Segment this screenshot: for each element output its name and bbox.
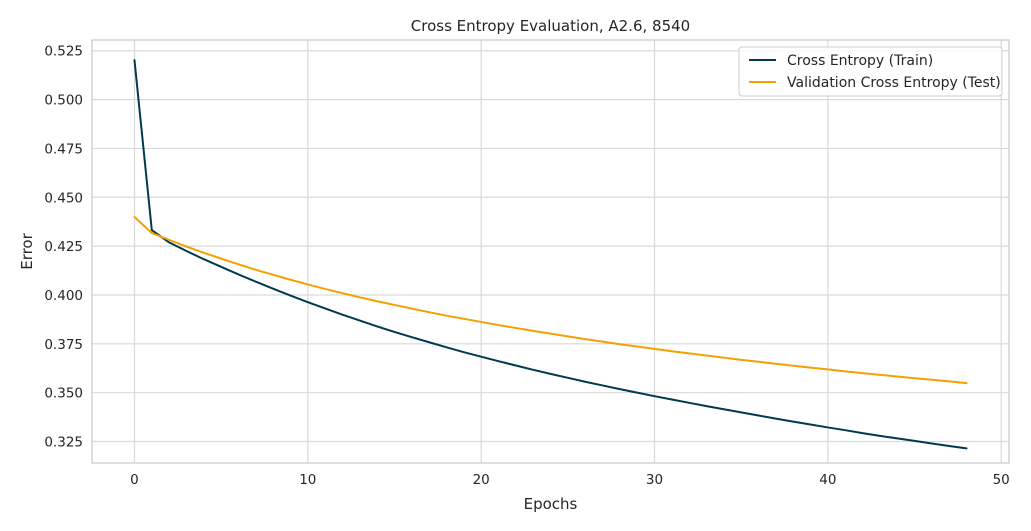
- grid: [92, 40, 1009, 463]
- x-tick-label: 50: [993, 472, 1010, 488]
- y-tick-label: 0.450: [44, 190, 83, 206]
- series-line-1: [133, 216, 968, 385]
- y-tick-label: 0.500: [44, 93, 83, 109]
- y-tick-label: 0.425: [44, 239, 83, 255]
- x-tick-label: 0: [130, 472, 139, 488]
- y-tick-label: 0.525: [44, 44, 83, 60]
- plot-frame: [91, 39, 1010, 464]
- y-tick-label: 0.475: [44, 141, 83, 157]
- legend-label-1: Validation Cross Entropy (Test): [787, 75, 1001, 91]
- x-axis-title: Epochs: [524, 495, 578, 513]
- y-axis-title: Error: [18, 232, 36, 269]
- x-tick-label: 20: [473, 472, 490, 488]
- tick-labels: 0 10 20 30 40 50 0.325 0.350 0.375 0.400 0.425 0.45…: [44, 44, 1009, 488]
- y-tick-label: 0.400: [44, 288, 83, 304]
- x-tick-label: 40: [819, 472, 836, 488]
- x-tick-label: 30: [646, 472, 663, 488]
- chart-title: Cross Entropy Evaluation, A2.6, 8540: [411, 17, 690, 35]
- legend-box: [738, 46, 1003, 97]
- y-tick-label: 0.375: [44, 337, 83, 353]
- series-layer: [133, 59, 968, 450]
- y-tick-label: 0.325: [44, 435, 83, 451]
- series-line-0: [133, 59, 968, 450]
- legend-label-0: Cross Entropy (Train): [787, 53, 933, 69]
- y-tick-label: 0.350: [44, 386, 83, 402]
- legend: Cross Entropy (Train) Validation Cross En…: [738, 46, 1003, 97]
- x-tick-label: 10: [299, 472, 316, 488]
